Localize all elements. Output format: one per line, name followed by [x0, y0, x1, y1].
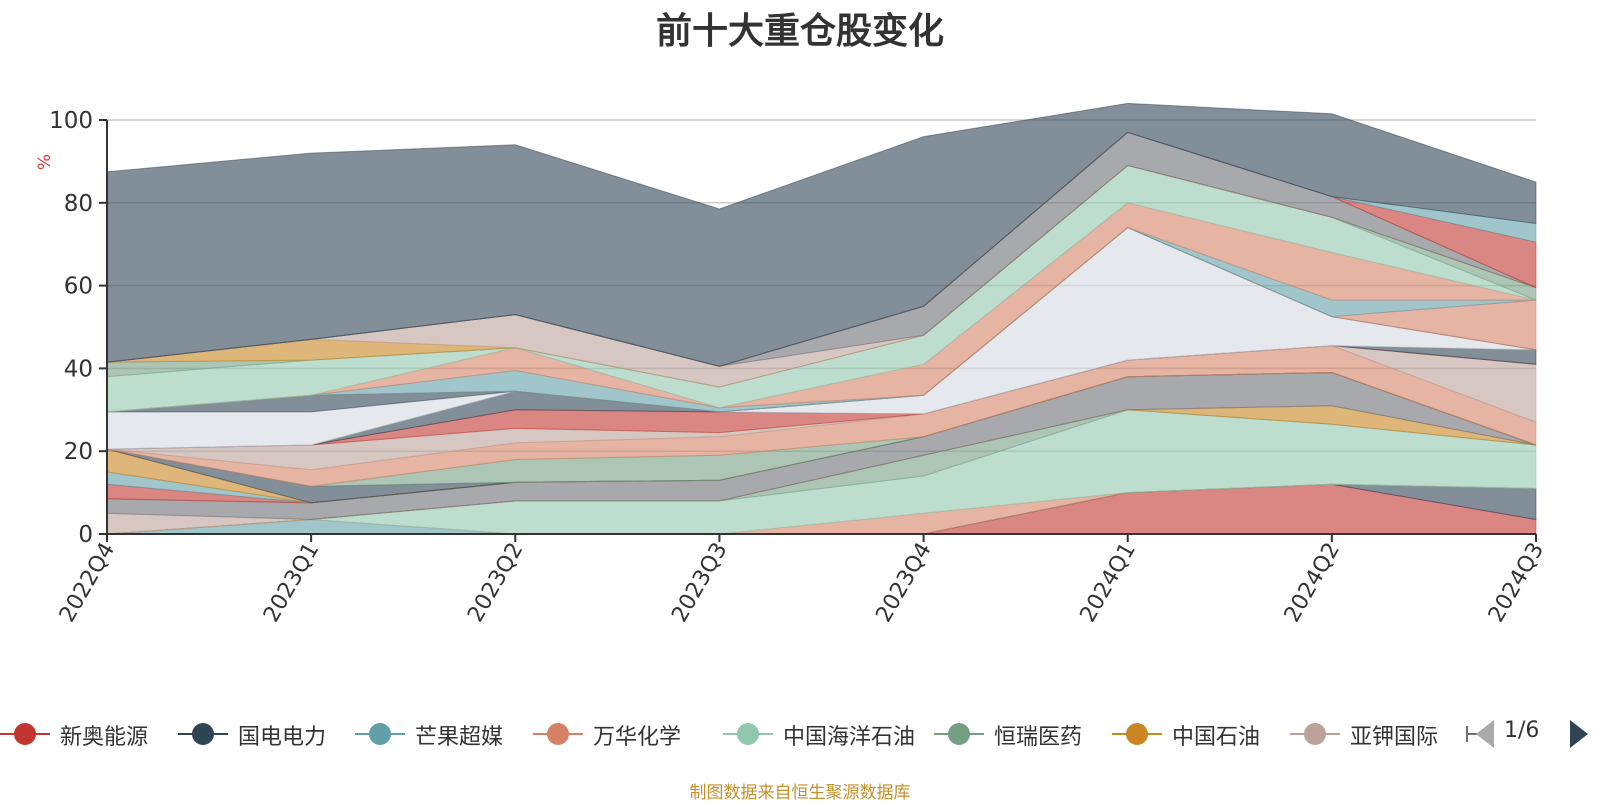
y-tick-label: 60: [64, 274, 93, 300]
x-tick-label: 2024Q1: [1076, 539, 1141, 627]
legend-overflow-tick: [1466, 726, 1468, 742]
legend-label: 亚钾国际: [1350, 725, 1439, 750]
x-tick-label: 2022Q4: [55, 539, 120, 627]
legend-dot-icon: [948, 723, 970, 745]
x-tick-label: 2024Q2: [1280, 539, 1345, 627]
legend-dot-icon: [1126, 723, 1148, 745]
legend-label: 万华化学: [593, 725, 682, 750]
x-tick-label: 2024Q3: [1484, 539, 1549, 627]
series-area: [106, 102, 1537, 367]
legend-dot-icon: [547, 723, 569, 745]
source-note: 制图数据来自恒生聚源数据库: [689, 783, 911, 803]
legend-label: 新奥能源: [60, 725, 149, 750]
y-tick-label: 80: [64, 191, 93, 217]
legend-dot-icon: [192, 723, 214, 745]
legend-label: 中国海洋石油: [783, 725, 916, 750]
legend-label: 中国石油: [1172, 725, 1261, 750]
x-tick-label: 2023Q3: [667, 539, 732, 627]
y-tick-label: 100: [49, 108, 93, 134]
legend-dot-icon: [369, 723, 391, 745]
y-tick-label: 20: [64, 439, 93, 465]
x-tick-label: 2023Q1: [259, 539, 324, 627]
chart-title: 前十大重仓股变化: [655, 11, 944, 52]
legend-label: 国电电力: [238, 725, 327, 750]
x-tick-label: 2023Q4: [871, 539, 936, 627]
legend-dot-icon: [737, 723, 759, 745]
x-tick-label: 2023Q2: [463, 539, 528, 627]
legend-label: 恒瑞医药: [994, 725, 1083, 750]
legend: 新奥能源 国电电力 芒果超媒 万华化学 中国海洋石油 恒瑞医药 中国石油 亚钾国际: [0, 716, 1600, 752]
legend-dot-icon: [14, 723, 36, 745]
legend-page-indicator: 1/6: [1504, 718, 1540, 743]
legend-next-icon[interactable]: [1570, 720, 1588, 748]
legend-overflow-marker: [1466, 733, 1478, 735]
y-tick-label: 0: [78, 522, 93, 548]
y-axis-label: %: [35, 154, 55, 170]
legend-dot-icon: [1304, 723, 1326, 745]
stacked-areas: [106, 102, 1537, 535]
y-tick-label: 40: [64, 356, 93, 382]
legend-prev-icon[interactable]: [1476, 720, 1494, 748]
legend-label: 芒果超媒: [415, 725, 504, 750]
legend-pager: 1/6: [1470, 716, 1600, 752]
